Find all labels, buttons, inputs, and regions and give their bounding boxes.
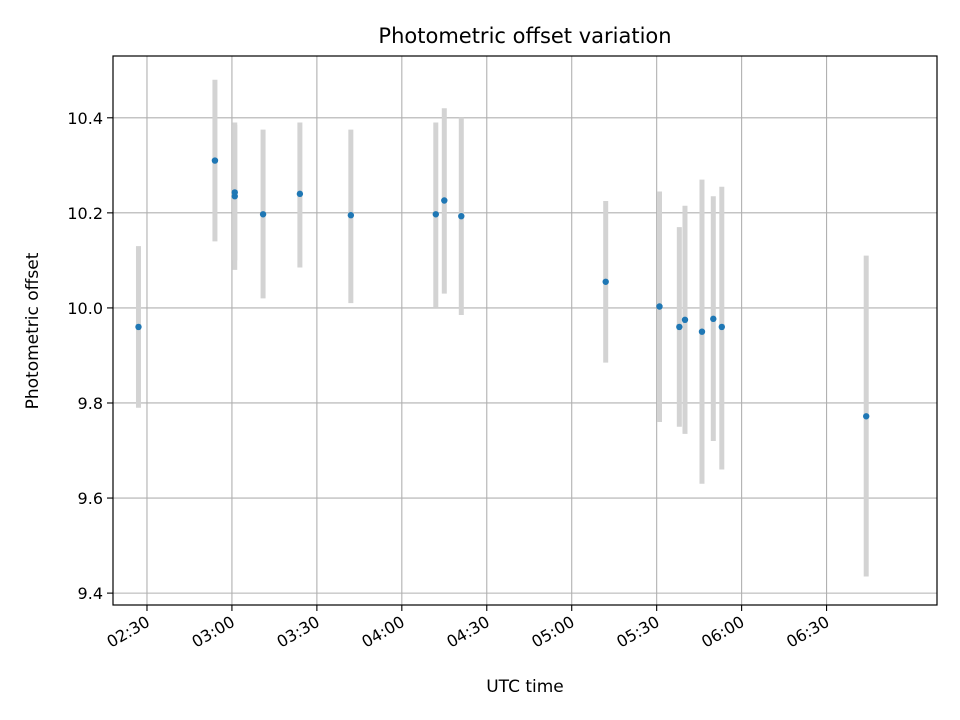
data-point [710, 315, 717, 323]
y-tick-label: 9.6 [78, 489, 103, 508]
data-point [602, 278, 609, 285]
y-tick-label: 9.4 [78, 584, 103, 603]
data-point [676, 323, 683, 331]
y-axis-label: Photometric offset [23, 252, 43, 409]
data-point [681, 316, 689, 324]
plot-frame [112, 55, 938, 606]
grid-lines [113, 56, 937, 605]
y-axis-ticks: 9.4 9.6 9.8 10.0 10.2 10.4 [67, 109, 113, 603]
data-point [458, 212, 465, 220]
data-point [441, 197, 448, 204]
data-point [863, 413, 870, 420]
y-tick-label: 10.4 [67, 109, 103, 128]
data-point [211, 157, 219, 164]
chart-title: Photometric offset variation [378, 24, 671, 48]
data-point [135, 323, 142, 331]
x-axis-label: UTC time [486, 677, 564, 697]
data-point [296, 190, 304, 198]
data-point [231, 189, 238, 196]
y-tick-label: 10.2 [67, 204, 103, 223]
data-point [432, 211, 440, 218]
data-point [259, 211, 267, 218]
data-point [698, 328, 706, 335]
data-point [656, 303, 663, 310]
y-tick-label: 10.0 [67, 299, 103, 318]
data-point [347, 212, 355, 219]
data-points [135, 157, 870, 420]
y-tick-label: 9.8 [78, 394, 103, 413]
data-point [718, 323, 725, 331]
